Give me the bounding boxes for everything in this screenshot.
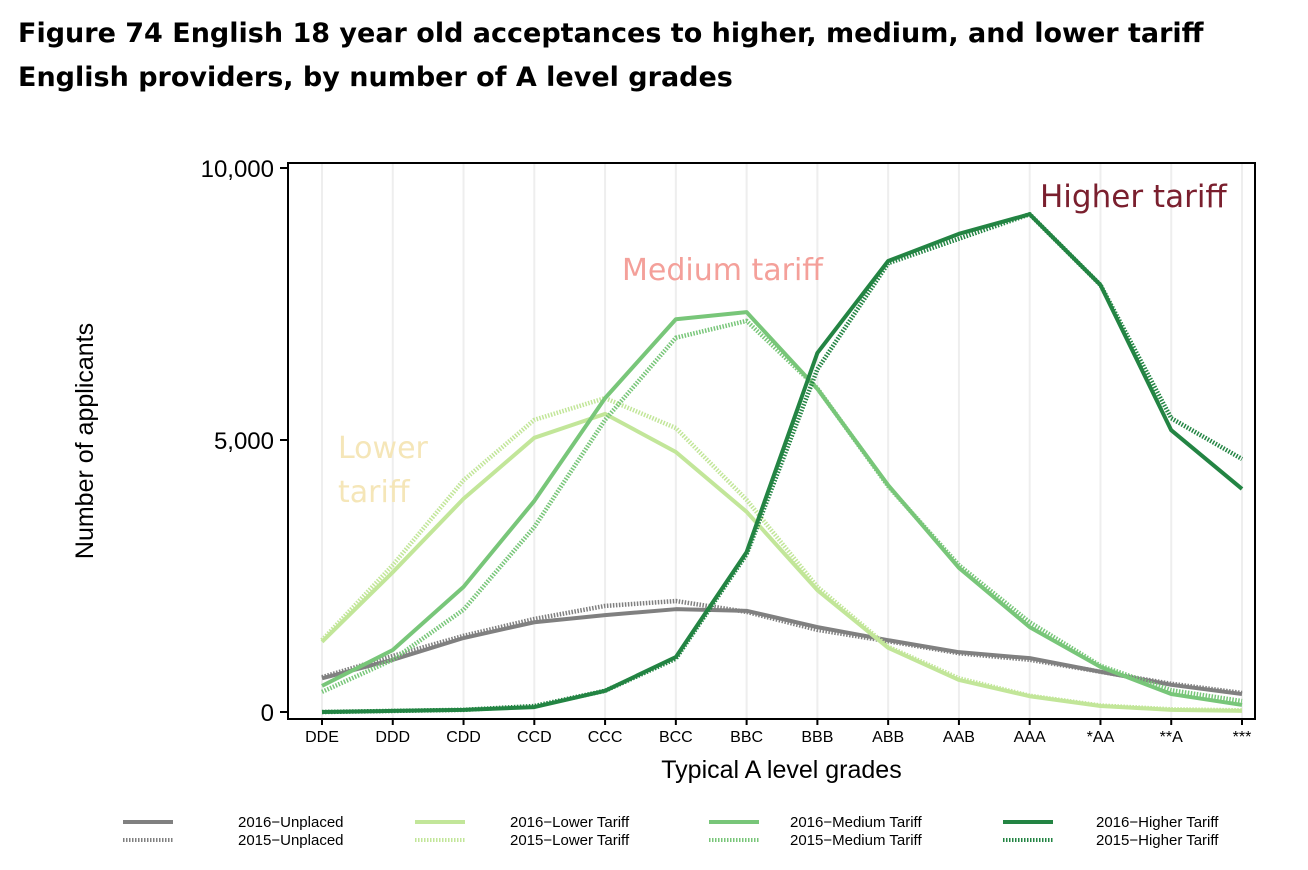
- y-axis-label: Number of applicants: [71, 323, 99, 559]
- series-line-2016-unplaced: [321, 607, 1243, 697]
- x-axis-label: Typical A level grades: [661, 756, 901, 784]
- x-tick-label: ***: [1233, 729, 1252, 746]
- annotation-higher-tariff: Higher tariff: [1040, 179, 1227, 215]
- x-tick-label: BBC: [730, 729, 763, 746]
- y-tick-label: 5,000: [214, 428, 274, 455]
- x-tick-label: **A: [1160, 729, 1183, 746]
- annotation-lower-tariff-line1: Lower: [338, 431, 429, 466]
- series-line-2015-unplaced: [321, 598, 1243, 696]
- legend-label: 2016−Higher Tariff: [1096, 814, 1219, 831]
- legend-label: 2015−Medium Tariff: [790, 832, 922, 849]
- x-tick-label: DDD: [375, 729, 410, 746]
- x-tick-label: *AA: [1087, 729, 1115, 746]
- y-tick-label: 0: [261, 700, 274, 727]
- x-tick-label: BCC: [659, 729, 693, 746]
- annotation-medium-tariff: Medium tariff: [622, 253, 824, 288]
- x-tick-label: CCD: [517, 729, 552, 746]
- x-tick-label: CDD: [446, 729, 481, 746]
- legend-label: 2015−Lower Tariff: [510, 832, 630, 849]
- legend-label: 2016−Medium Tariff: [790, 814, 922, 831]
- x-tick-label: CCC: [588, 729, 623, 746]
- x-tick-label: ABB: [872, 729, 904, 746]
- legend-label: 2015−Higher Tariff: [1096, 832, 1219, 849]
- x-tick-label: AAB: [943, 729, 975, 746]
- x-tick-label: DDE: [305, 729, 339, 746]
- series-line-2015-lower-tariff: [320, 395, 1243, 713]
- series-line-2016-medium-tariff: [321, 310, 1243, 707]
- x-tick-label: AAA: [1014, 729, 1046, 746]
- legend-label: 2016−Lower Tariff: [510, 814, 630, 831]
- x-tick-label: BBB: [801, 729, 833, 746]
- y-tick-label: 10,000: [201, 156, 274, 183]
- legend-label: 2015−Unplaced: [238, 832, 344, 849]
- chart-title: Figure 74 English 18 year old acceptance…: [18, 18, 1204, 93]
- series-line-2015-medium-tariff: [321, 318, 1243, 704]
- series-line-2015-higher-tariff: [321, 211, 1244, 715]
- plot-frame: [287, 162, 1256, 720]
- legend-label: 2016−Unplaced: [238, 814, 344, 831]
- annotation-lower-tariff-line2: tariff: [338, 475, 411, 510]
